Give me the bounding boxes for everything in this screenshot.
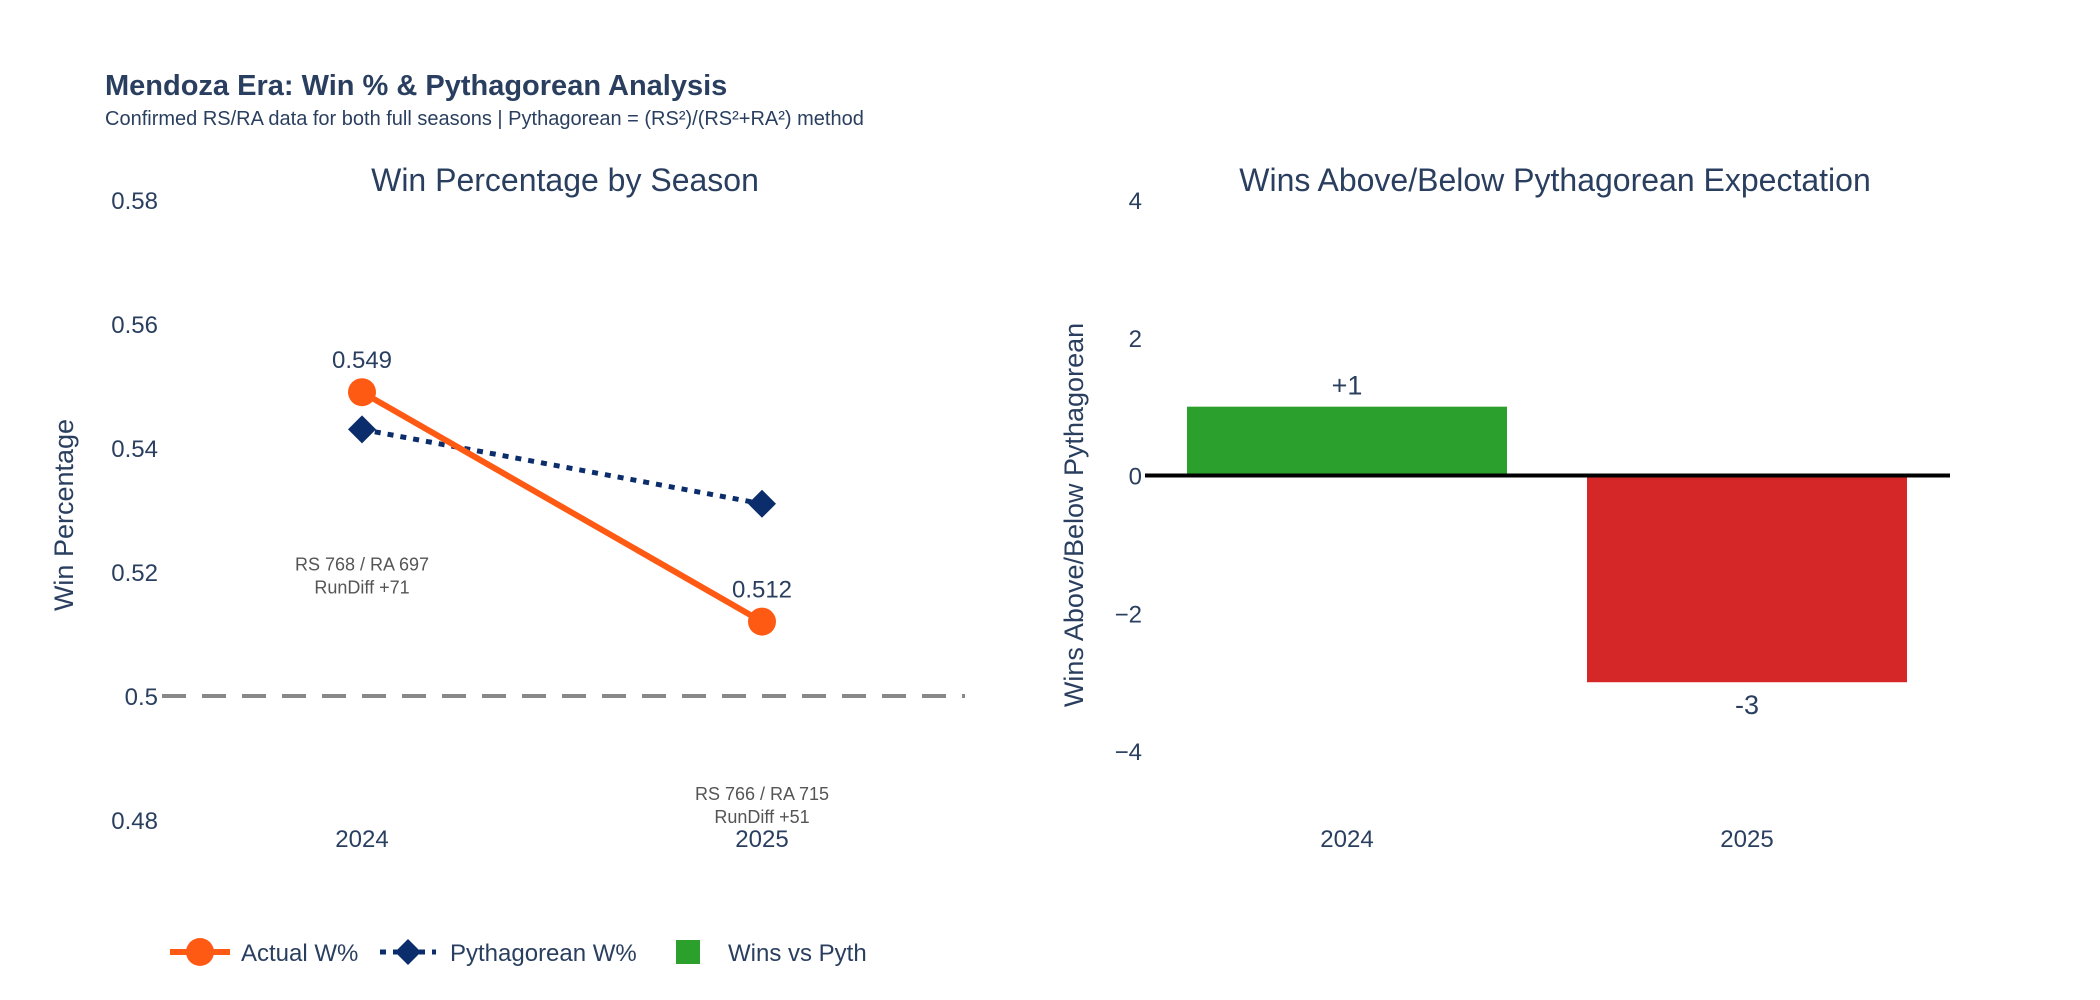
x-tick-label: 2025 (1720, 826, 1773, 853)
x-tick-label: 2025 (735, 826, 788, 853)
annotation-text: RunDiff +51 (714, 807, 809, 827)
annotation-text: RS 768 / RA 697 (295, 555, 429, 575)
y-tick-label: 0.56 (111, 312, 158, 339)
data-point (348, 378, 376, 407)
data-point (748, 607, 776, 636)
x-tick-label: 2024 (1320, 826, 1373, 853)
bar-value-label: -3 (1735, 690, 1759, 720)
left-series: 0.549 0.512 (332, 347, 792, 636)
legend-marker (676, 940, 700, 964)
data-point (748, 489, 776, 518)
right-y-axis-label: Wins Above/Below Pythagorean (1059, 323, 1089, 707)
right-x-ticks: 2024 2025 (1320, 826, 1773, 853)
right-y-ticks: −4 −2 0 2 4 (1115, 188, 1142, 766)
data-point (348, 415, 376, 444)
bar (1587, 475, 1907, 683)
y-tick-label: 0.52 (111, 560, 158, 587)
left-x-ticks: 2024 2025 (335, 826, 788, 853)
right-subplot: Wins Above/Below Pythagorean Expectation… (1059, 162, 1950, 853)
y-tick-label: 0 (1129, 464, 1142, 491)
legend-label: Wins vs Pyth (728, 940, 867, 967)
legend: Actual W% Pythagorean W% Wins vs Pyth (170, 938, 867, 967)
data-label: 0.549 (332, 347, 392, 374)
left-y-ticks: 0.48 0.5 0.52 0.54 0.56 0.58 (111, 188, 158, 835)
data-label: 0.512 (732, 577, 792, 604)
y-tick-label: 2 (1129, 326, 1142, 353)
legend-marker (395, 939, 421, 965)
x-tick-label: 2024 (335, 826, 388, 853)
left-subplot-title: Win Percentage by Season (371, 162, 759, 198)
y-tick-label: 0.58 (111, 188, 158, 215)
bar (1187, 406, 1507, 476)
y-tick-label: 4 (1129, 188, 1142, 215)
run-annotations: RS 768 / RA 697 RunDiff +71 RS 766 / RA 71… (295, 555, 829, 827)
left-subplot: Win Percentage by Season Win Percentage … (49, 162, 965, 853)
chart-subtitle: Confirmed RS/RA data for both full seaso… (105, 108, 864, 130)
annotation-text: RunDiff +71 (314, 578, 409, 598)
right-subplot-title: Wins Above/Below Pythagorean Expectation (1239, 162, 1870, 198)
chart-title: Mendoza Era: Win % & Pythagorean Analysi… (105, 70, 728, 102)
y-tick-label: −4 (1115, 739, 1142, 766)
series-line (360, 389, 764, 625)
left-y-axis-label: Win Percentage (49, 419, 79, 611)
bar-value-label: +1 (1332, 371, 1363, 401)
legend-marker (186, 938, 214, 966)
legend-label: Actual W% (241, 940, 358, 967)
y-tick-label: 0.54 (111, 436, 158, 463)
legend-label: Pythagorean W% (450, 940, 637, 967)
y-tick-label: 0.5 (125, 684, 158, 711)
annotation-text: RS 766 / RA 715 (695, 784, 829, 804)
bars: +1 -3 (1145, 371, 1950, 720)
y-tick-label: −2 (1115, 601, 1142, 628)
series-line (361, 426, 763, 507)
y-tick-label: 0.48 (111, 808, 158, 835)
